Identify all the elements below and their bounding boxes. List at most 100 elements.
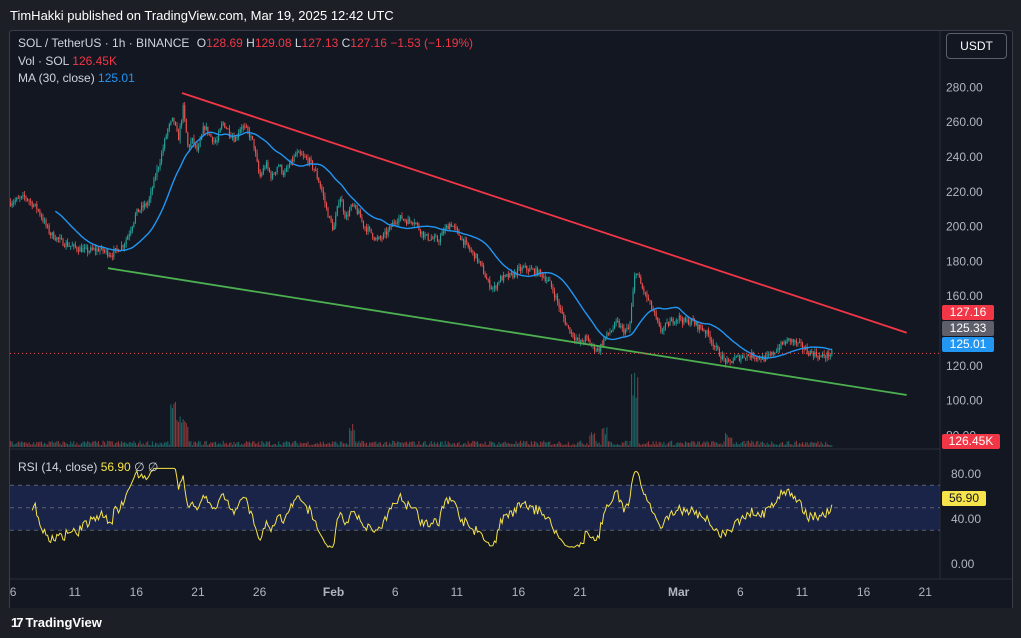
candle-body bbox=[564, 318, 566, 325]
candle-body bbox=[737, 355, 739, 357]
volume-bar bbox=[191, 445, 193, 447]
candle-body bbox=[242, 126, 244, 128]
volume-bar bbox=[526, 440, 528, 447]
candle-body bbox=[27, 198, 29, 201]
candle-body bbox=[603, 339, 605, 346]
candle-body bbox=[426, 234, 428, 236]
candle-body bbox=[512, 273, 514, 278]
volume-bar bbox=[806, 442, 808, 447]
candle-body bbox=[523, 267, 525, 269]
candle-body bbox=[623, 327, 625, 334]
volume-bar bbox=[53, 443, 55, 447]
volume-bar bbox=[606, 427, 608, 447]
candle-body bbox=[236, 137, 238, 139]
candle-body bbox=[741, 355, 744, 358]
volume-bar bbox=[59, 443, 61, 447]
candle-body bbox=[415, 222, 417, 224]
rsi-label[interactable]: RSI (14, close) bbox=[18, 460, 98, 474]
candle-body bbox=[436, 236, 438, 242]
volume-bar bbox=[706, 440, 708, 447]
volume-bar bbox=[105, 444, 107, 447]
volume-bar bbox=[734, 444, 736, 447]
candle-body bbox=[584, 336, 586, 342]
volume-bar bbox=[763, 443, 765, 447]
volume-bar bbox=[68, 444, 70, 447]
top-bar: TimHakki published on TradingView.com, M… bbox=[0, 0, 1021, 30]
volume-bar bbox=[475, 441, 477, 447]
volume-bar bbox=[523, 440, 525, 447]
candle-body bbox=[498, 282, 500, 284]
rsi-visibility-icons[interactable]: ∅ ∅ bbox=[134, 460, 159, 474]
candle-body bbox=[745, 357, 747, 359]
price-tick-label: 120.00 bbox=[946, 359, 983, 373]
symbol-title[interactable]: SOL / TetherUS · 1h · BINANCE bbox=[18, 36, 190, 50]
volume-bar bbox=[262, 442, 264, 447]
volume-bar bbox=[136, 445, 138, 447]
candle-body bbox=[202, 126, 204, 135]
candle-body bbox=[30, 201, 32, 203]
volume-bar bbox=[168, 444, 170, 447]
chart-canvas[interactable]: 80.00100.00120.00140.00160.00180.00200.0… bbox=[10, 31, 1012, 609]
volume-bar bbox=[151, 441, 153, 447]
candle-body bbox=[504, 274, 506, 276]
candle-body bbox=[766, 354, 768, 356]
candle-body bbox=[114, 248, 116, 250]
volume-bar bbox=[270, 445, 272, 447]
last-price-tag: 127.16 bbox=[942, 305, 994, 320]
candle-body bbox=[219, 128, 221, 133]
candle-body bbox=[47, 225, 49, 227]
candle-body bbox=[825, 356, 827, 358]
candle-body bbox=[372, 232, 374, 238]
volume-bar bbox=[395, 443, 397, 447]
volume-bar bbox=[196, 443, 198, 447]
chart-frame[interactable]: 80.00100.00120.00140.00160.00180.00200.0… bbox=[9, 30, 1013, 610]
candle-body bbox=[678, 315, 680, 320]
volume-bar bbox=[658, 441, 660, 447]
volume-bar bbox=[766, 442, 768, 447]
candle-body bbox=[496, 282, 499, 289]
volume-bar bbox=[142, 443, 144, 447]
candle-body bbox=[815, 351, 817, 357]
tradingview-logo[interactable]: 17 TradingView bbox=[11, 615, 102, 630]
volume-bar bbox=[720, 443, 722, 447]
volume-bar bbox=[248, 441, 250, 447]
volume-bar bbox=[264, 443, 266, 447]
candle-body bbox=[632, 290, 634, 307]
candle-body bbox=[361, 217, 363, 221]
volume-bar bbox=[242, 444, 244, 447]
currency-button[interactable]: USDT bbox=[946, 33, 1007, 59]
volume-bar bbox=[333, 441, 335, 447]
volume-label[interactable]: Vol · SOL bbox=[18, 54, 69, 68]
candle-body bbox=[262, 168, 264, 174]
volume-bar bbox=[267, 442, 269, 447]
volume-bar bbox=[789, 444, 791, 447]
candle-body bbox=[718, 348, 720, 357]
candle-body bbox=[544, 276, 546, 281]
candle-body bbox=[751, 352, 753, 358]
candle-body bbox=[805, 347, 807, 350]
volume-bar bbox=[173, 403, 175, 447]
time-tick-label: 11 bbox=[451, 585, 464, 599]
volume-bar bbox=[612, 444, 614, 447]
candle-body bbox=[173, 117, 175, 123]
candle-body bbox=[193, 137, 195, 145]
volume-bar bbox=[378, 442, 380, 447]
volume-bar bbox=[37, 442, 39, 447]
ma-label[interactable]: MA (30, close) bbox=[18, 71, 95, 85]
candle-body bbox=[34, 203, 36, 206]
price-tick-label: 260.00 bbox=[946, 115, 983, 129]
candle-body bbox=[450, 224, 452, 227]
candle-body bbox=[194, 144, 197, 146]
candle-body bbox=[507, 274, 509, 278]
candle-body bbox=[54, 239, 56, 241]
candle-body bbox=[335, 215, 337, 226]
candle-body bbox=[122, 245, 124, 248]
candle-body bbox=[88, 251, 90, 253]
volume-bar bbox=[683, 444, 685, 447]
candle-body bbox=[110, 255, 112, 257]
candle-body bbox=[823, 354, 825, 357]
candle-body bbox=[407, 219, 409, 225]
candle-body bbox=[64, 245, 66, 247]
candle-body bbox=[427, 234, 429, 240]
candle-body bbox=[70, 245, 72, 247]
